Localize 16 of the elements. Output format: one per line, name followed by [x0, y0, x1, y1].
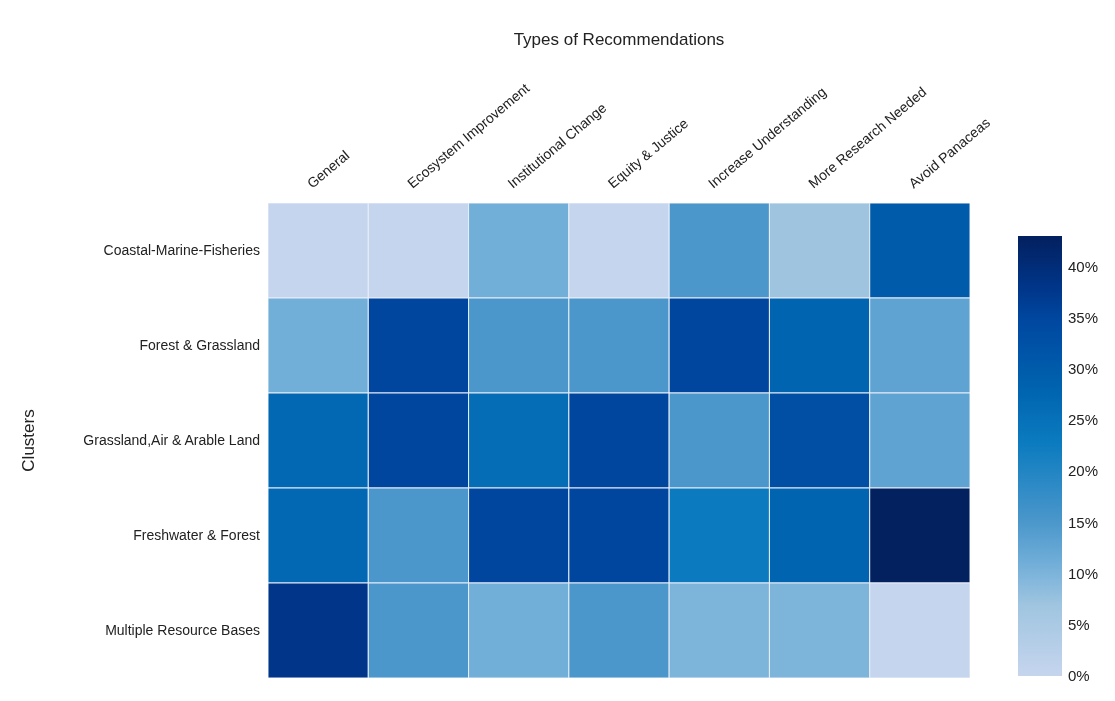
color-bar-label: 25%: [1068, 411, 1099, 430]
color-bar-label: 0%: [1068, 667, 1090, 685]
y-tick-label: Multiple Resource Bases: [105, 622, 260, 639]
color-bar-label: 40%: [1068, 257, 1099, 276]
y-tick-label: Grassland,Air & Arable Land: [83, 432, 260, 449]
y-tick-label: Forest & Grassland: [139, 337, 260, 354]
color-bar-label: 20%: [1068, 462, 1099, 481]
color-bar-label: 10%: [1068, 564, 1099, 583]
color-bar-label: 35%: [1068, 308, 1099, 327]
chart-title: Types of Recommendations: [512, 30, 726, 50]
y-tick-label: Freshwater & Forest: [133, 527, 261, 544]
color-bar-label: 5%: [1068, 615, 1090, 634]
y-tick-label: Coastal-Marine-Fisheries: [103, 242, 260, 259]
y-axis-title: Clusters: [19, 409, 39, 472]
color-bar-label: 15%: [1068, 513, 1099, 532]
color-bar-label: 30%: [1068, 360, 1099, 379]
